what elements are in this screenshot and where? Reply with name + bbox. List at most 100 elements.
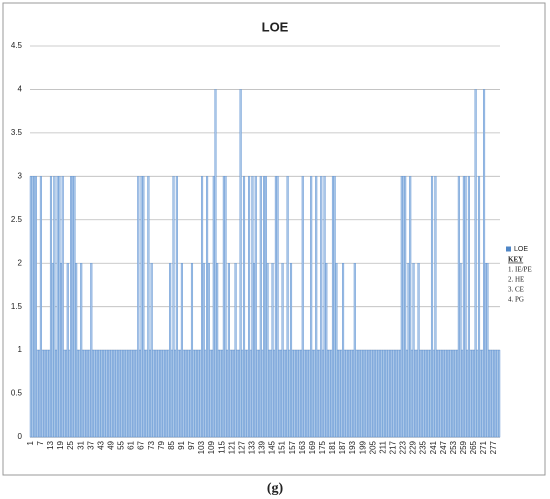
bar bbox=[300, 349, 303, 438]
x-tick-label: 223 bbox=[399, 440, 408, 454]
bar bbox=[442, 349, 445, 438]
bar bbox=[249, 349, 252, 438]
bar bbox=[489, 349, 492, 438]
bar bbox=[189, 349, 192, 438]
bar bbox=[494, 349, 497, 438]
bar bbox=[261, 349, 264, 438]
bar bbox=[172, 176, 175, 438]
bar bbox=[380, 349, 383, 438]
bar bbox=[305, 349, 308, 438]
bar bbox=[66, 263, 69, 438]
bar bbox=[320, 176, 323, 438]
bar bbox=[147, 176, 150, 438]
bar bbox=[123, 349, 126, 438]
bar bbox=[308, 349, 311, 438]
bar bbox=[96, 349, 100, 438]
x-tick-label: 127 bbox=[237, 440, 246, 454]
bar bbox=[231, 349, 234, 438]
x-tick-label: 253 bbox=[449, 440, 458, 454]
bar bbox=[224, 176, 227, 438]
bar bbox=[429, 349, 432, 438]
bar bbox=[169, 263, 172, 438]
bar bbox=[357, 349, 360, 438]
bar bbox=[48, 349, 51, 438]
bar bbox=[422, 349, 425, 438]
bar bbox=[221, 349, 224, 438]
bar bbox=[456, 349, 459, 438]
bar bbox=[342, 263, 345, 438]
bar bbox=[409, 176, 412, 438]
bar bbox=[68, 349, 71, 438]
bar bbox=[157, 349, 160, 438]
bar bbox=[321, 349, 324, 438]
bar bbox=[226, 349, 229, 438]
bar bbox=[373, 349, 376, 438]
bar bbox=[34, 176, 37, 438]
bar bbox=[117, 349, 120, 438]
bar bbox=[338, 349, 341, 438]
x-tick-label: 163 bbox=[298, 440, 307, 454]
bar bbox=[88, 349, 91, 438]
bar bbox=[462, 176, 465, 438]
bar bbox=[286, 176, 289, 438]
bar bbox=[36, 349, 39, 438]
bar bbox=[150, 263, 153, 438]
x-tick-label: 79 bbox=[157, 440, 166, 449]
bar bbox=[410, 349, 413, 438]
bar bbox=[488, 349, 491, 438]
bar bbox=[195, 349, 199, 438]
y-tick-label: 4 bbox=[18, 85, 23, 94]
x-tick-label: 43 bbox=[96, 440, 105, 449]
bar bbox=[207, 263, 210, 438]
bar bbox=[452, 349, 455, 438]
x-tick-label: 157 bbox=[288, 440, 297, 454]
bar bbox=[100, 349, 103, 438]
x-tick-label: 265 bbox=[469, 440, 478, 454]
bar bbox=[472, 349, 476, 438]
bar bbox=[91, 349, 94, 438]
bar bbox=[378, 349, 382, 438]
bar bbox=[316, 349, 319, 438]
bar bbox=[392, 349, 395, 438]
bar bbox=[132, 349, 135, 438]
bar bbox=[446, 349, 449, 438]
bar bbox=[217, 349, 220, 438]
x-tick-label: 187 bbox=[338, 440, 347, 454]
bar bbox=[291, 349, 294, 438]
bar bbox=[115, 349, 118, 438]
bar bbox=[263, 176, 266, 438]
bar bbox=[214, 89, 217, 438]
bar bbox=[477, 176, 481, 438]
bar bbox=[486, 263, 489, 438]
bar bbox=[296, 349, 299, 438]
bar bbox=[432, 349, 435, 438]
x-tick-label: 271 bbox=[479, 440, 488, 454]
bar bbox=[330, 349, 333, 438]
y-tick-label: 2.5 bbox=[11, 215, 23, 224]
bar bbox=[424, 349, 427, 438]
bar bbox=[138, 349, 141, 438]
bar bbox=[457, 176, 460, 438]
bar bbox=[449, 349, 452, 438]
bar bbox=[73, 176, 76, 438]
bar bbox=[365, 349, 368, 438]
bar bbox=[310, 176, 313, 438]
bar bbox=[239, 89, 242, 438]
x-tick-label: 31 bbox=[76, 440, 85, 449]
bar bbox=[107, 349, 110, 438]
bar bbox=[204, 349, 207, 438]
bar bbox=[387, 349, 390, 438]
bar bbox=[258, 349, 261, 438]
bar bbox=[276, 176, 279, 438]
bar bbox=[80, 263, 83, 438]
bar bbox=[469, 349, 472, 438]
bar bbox=[154, 349, 157, 438]
bar bbox=[405, 349, 408, 438]
bar bbox=[120, 349, 123, 438]
bar bbox=[170, 349, 173, 438]
bar bbox=[427, 349, 430, 438]
bar bbox=[301, 176, 304, 438]
bar bbox=[211, 349, 214, 438]
x-tick-label: 25 bbox=[66, 440, 75, 449]
bar bbox=[281, 263, 284, 438]
